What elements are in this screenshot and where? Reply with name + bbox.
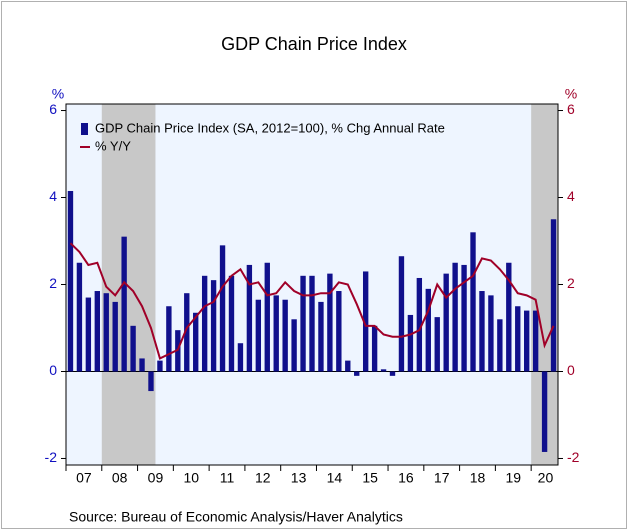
legend-label: % Y/Y bbox=[95, 138, 131, 153]
bar bbox=[461, 264, 467, 372]
bar bbox=[425, 288, 431, 372]
bar bbox=[488, 295, 494, 372]
y-tick-label: 2 bbox=[49, 275, 57, 291]
bar bbox=[371, 325, 378, 372]
bar bbox=[193, 312, 199, 372]
y-axis-label: % bbox=[52, 86, 64, 102]
bar bbox=[282, 299, 288, 372]
bar bbox=[541, 371, 548, 452]
bar bbox=[398, 256, 405, 372]
bar bbox=[166, 306, 172, 372]
bar bbox=[443, 273, 449, 372]
bar bbox=[139, 358, 145, 372]
bar bbox=[148, 371, 154, 392]
x-tick-label: 13 bbox=[291, 470, 307, 486]
y2-tick-label: 4 bbox=[567, 188, 575, 204]
legend-label: GDP Chain Price Index (SA, 2012=100), % … bbox=[95, 120, 445, 135]
x-tick-label: 19 bbox=[505, 470, 521, 486]
y-tick-label: 0 bbox=[49, 362, 57, 378]
bar bbox=[515, 306, 521, 372]
bar bbox=[184, 293, 190, 372]
bar bbox=[309, 275, 315, 372]
legend-swatch bbox=[81, 123, 88, 135]
x-tick-label: 20 bbox=[538, 470, 554, 486]
bar bbox=[291, 319, 297, 372]
x-tick-label: 08 bbox=[112, 470, 128, 486]
plot-frame bbox=[65, 103, 559, 466]
bar bbox=[327, 273, 333, 372]
x-tick-label: 15 bbox=[362, 470, 378, 486]
bar bbox=[300, 275, 306, 372]
bar bbox=[336, 291, 342, 372]
bar bbox=[264, 262, 270, 372]
bar bbox=[112, 301, 118, 372]
bar bbox=[407, 314, 414, 372]
bar bbox=[524, 310, 530, 372]
x-tick-label: 17 bbox=[434, 470, 450, 486]
bar bbox=[389, 371, 396, 376]
bar bbox=[103, 293, 109, 372]
x-tick-label: 07 bbox=[76, 470, 92, 486]
bar bbox=[210, 280, 217, 372]
x-tick-label: 11 bbox=[220, 470, 235, 486]
bar bbox=[362, 271, 369, 372]
bar bbox=[273, 295, 279, 372]
bar bbox=[550, 219, 557, 372]
bar bbox=[380, 369, 387, 372]
y2-tick-label: 0 bbox=[567, 362, 575, 378]
x-tick-label: 10 bbox=[183, 470, 199, 486]
bar bbox=[201, 275, 208, 372]
y2-tick-label: -2 bbox=[567, 449, 580, 465]
y2-tick-label: 6 bbox=[567, 101, 575, 117]
bar bbox=[157, 360, 163, 372]
bar bbox=[470, 232, 476, 372]
x-tick-label: 12 bbox=[255, 470, 271, 486]
recession-shade bbox=[101, 104, 156, 465]
bar bbox=[345, 360, 351, 372]
bar bbox=[228, 275, 235, 372]
bar bbox=[506, 262, 512, 372]
bar bbox=[121, 236, 127, 372]
x-tick-label: 09 bbox=[148, 470, 164, 486]
y2-axis-label: % bbox=[565, 86, 577, 102]
source-note: Source: Bureau of Economic Analysis/Have… bbox=[69, 509, 403, 525]
bar bbox=[434, 317, 440, 372]
line-series bbox=[69, 242, 555, 360]
bar bbox=[416, 277, 423, 372]
y-tick-label: 6 bbox=[49, 101, 57, 117]
bar bbox=[219, 245, 226, 372]
bar bbox=[452, 262, 458, 372]
bar bbox=[497, 319, 503, 372]
x-tick-label: 16 bbox=[398, 470, 414, 486]
bar bbox=[76, 262, 83, 372]
bar bbox=[94, 291, 100, 372]
bar bbox=[85, 297, 92, 372]
bar bbox=[237, 343, 244, 372]
bar bbox=[246, 264, 253, 372]
chart-title: GDP Chain Price Index bbox=[221, 34, 407, 54]
x-tick-label: 18 bbox=[470, 470, 486, 486]
x-tick-label: 14 bbox=[327, 470, 343, 486]
bar bbox=[67, 190, 74, 372]
bar bbox=[532, 310, 539, 372]
y-tick-label: -2 bbox=[45, 449, 58, 465]
bar bbox=[354, 371, 360, 376]
bar bbox=[130, 325, 136, 372]
bar bbox=[479, 291, 485, 372]
bar bbox=[255, 299, 262, 372]
bar bbox=[318, 301, 324, 372]
y-tick-label: 4 bbox=[49, 188, 57, 204]
y2-tick-label: 2 bbox=[567, 275, 575, 291]
